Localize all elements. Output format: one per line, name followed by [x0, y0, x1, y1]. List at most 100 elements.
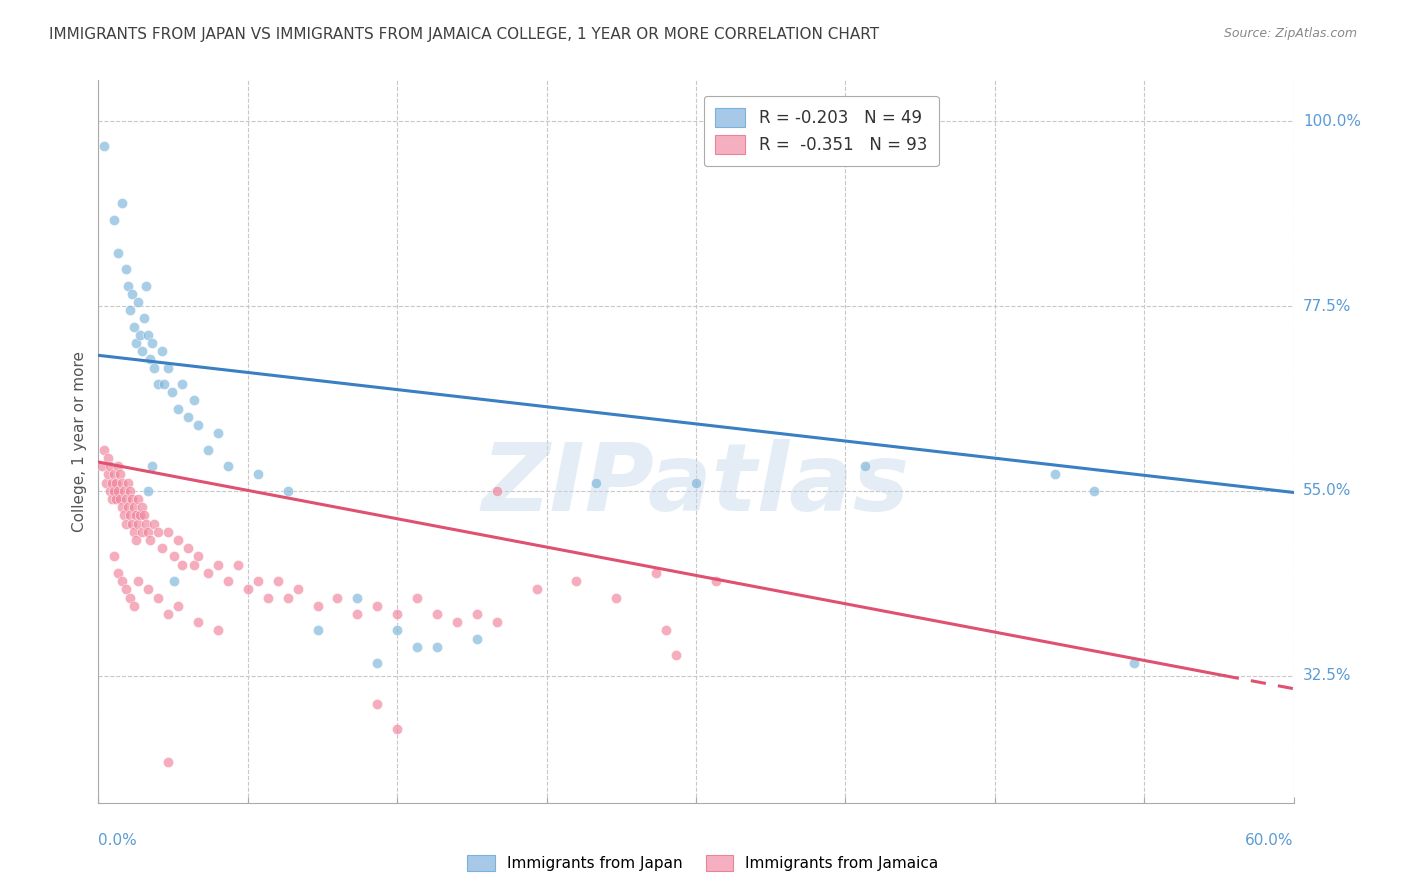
Text: 55.0%: 55.0% [1303, 483, 1351, 499]
Point [385, 722, 409, 736]
Point [163, 549, 186, 564]
Point [115, 262, 138, 277]
Point [131, 344, 153, 359]
Point [277, 483, 299, 498]
Point [117, 500, 139, 515]
Point [115, 582, 138, 597]
Point [121, 516, 143, 531]
Point [141, 459, 163, 474]
Point [148, 377, 170, 392]
Point [125, 533, 148, 547]
Point [385, 607, 409, 621]
Point [197, 566, 219, 580]
Point [172, 558, 194, 572]
Point [246, 574, 269, 588]
Point [197, 442, 219, 457]
Point [177, 541, 200, 556]
Point [853, 459, 876, 474]
Point [157, 524, 180, 539]
Point [93, 139, 115, 153]
Point [157, 607, 180, 621]
Point [565, 574, 588, 588]
Point [141, 336, 163, 351]
Point [97, 450, 120, 465]
Point [136, 327, 159, 342]
Point [120, 483, 142, 498]
Point [1043, 467, 1066, 482]
Point [326, 591, 349, 605]
Point [346, 591, 368, 605]
Point [115, 491, 138, 506]
Point [135, 278, 157, 293]
Point [143, 360, 166, 375]
Point [107, 459, 129, 474]
Point [526, 582, 548, 597]
Point [287, 582, 309, 597]
Point [136, 582, 159, 597]
Text: IMMIGRANTS FROM JAPAN VS IMMIGRANTS FROM JAMAICA COLLEGE, 1 YEAR OR MORE CORRELA: IMMIGRANTS FROM JAPAN VS IMMIGRANTS FROM… [49, 27, 879, 42]
Point [112, 483, 135, 498]
Point [704, 574, 727, 588]
Point [101, 475, 124, 490]
Point [93, 442, 115, 457]
Point [120, 591, 142, 605]
Point [98, 483, 122, 498]
Point [124, 500, 146, 515]
Point [446, 615, 468, 630]
Point [107, 566, 129, 580]
Point [157, 360, 180, 375]
Point [366, 698, 388, 712]
Point [465, 607, 488, 621]
Point [111, 475, 134, 490]
Point [256, 591, 278, 605]
Point [112, 508, 135, 523]
Point [148, 524, 170, 539]
Point [136, 483, 159, 498]
Point [97, 467, 120, 482]
Point [655, 624, 678, 638]
Point [207, 558, 229, 572]
Point [160, 385, 183, 400]
Point [103, 212, 125, 227]
Point [120, 303, 142, 318]
Point [1083, 483, 1105, 498]
Point [110, 467, 132, 482]
Point [485, 483, 508, 498]
Point [124, 599, 146, 613]
Point [217, 574, 239, 588]
Point [406, 640, 429, 654]
Point [167, 401, 190, 416]
Point [134, 508, 156, 523]
Point [167, 599, 190, 613]
Point [187, 615, 209, 630]
Point [124, 524, 146, 539]
Point [153, 377, 176, 392]
Point [101, 491, 124, 506]
Point [366, 657, 388, 671]
Point [103, 483, 125, 498]
Point [246, 467, 269, 482]
Point [131, 500, 153, 515]
Point [406, 591, 429, 605]
Point [103, 467, 125, 482]
Point [105, 491, 128, 506]
Point [645, 566, 668, 580]
Point [167, 533, 190, 547]
Point [148, 591, 170, 605]
Point [127, 574, 149, 588]
Point [110, 491, 132, 506]
Point [277, 591, 299, 605]
Point [139, 533, 162, 547]
Point [585, 475, 607, 490]
Legend: R = -0.203   N = 49, R =  -0.351   N = 93: R = -0.203 N = 49, R = -0.351 N = 93 [703, 95, 939, 166]
Point [117, 475, 139, 490]
Point [366, 599, 388, 613]
Point [134, 311, 156, 326]
Text: 60.0%: 60.0% [1246, 833, 1294, 848]
Text: 77.5%: 77.5% [1303, 299, 1351, 314]
Text: 0.0%: 0.0% [98, 833, 138, 848]
Point [665, 648, 688, 662]
Point [105, 475, 128, 490]
Point [685, 475, 707, 490]
Point [426, 607, 449, 621]
